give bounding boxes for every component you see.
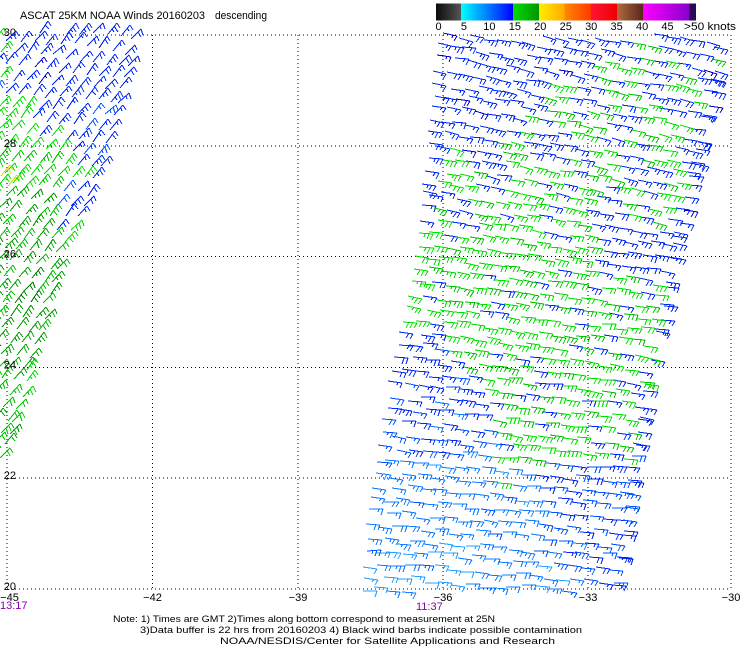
svg-text:NOAA/NESDIS/Center for Satelli: NOAA/NESDIS/Center for Satellite Applica…: [220, 636, 555, 646]
svg-text:45: 45: [661, 21, 673, 33]
svg-text:5: 5: [461, 21, 467, 33]
svg-text:−33: −33: [579, 592, 598, 604]
svg-text:20: 20: [4, 581, 16, 593]
svg-text:35: 35: [610, 21, 622, 33]
svg-text:22: 22: [4, 470, 16, 482]
svg-text:−36: −36: [434, 592, 453, 604]
svg-text:15: 15: [509, 21, 521, 33]
svg-text:11:37: 11:37: [416, 601, 443, 613]
svg-text:10: 10: [483, 21, 495, 33]
svg-text:−45: −45: [0, 592, 19, 604]
svg-text:13:17: 13:17: [0, 600, 28, 612]
svg-text:40: 40: [636, 21, 648, 33]
svg-text:Note: 1) Times are GMT 2)Times: Note: 1) Times are GMT 2)Times along bot…: [113, 614, 495, 624]
svg-text:−42: −42: [143, 592, 162, 604]
svg-text:0: 0: [435, 21, 441, 33]
svg-text:26: 26: [4, 249, 16, 261]
svg-text:28: 28: [4, 138, 16, 150]
svg-text:25: 25: [560, 21, 572, 33]
svg-text:3)Data buffer is 22 hrs from 2: 3)Data buffer is 22 hrs from 20160203 4)…: [140, 625, 582, 635]
svg-text:−39: −39: [289, 592, 308, 604]
svg-text:ASCAT 25KM NOAA Winds 20160203: ASCAT 25KM NOAA Winds 20160203: [20, 10, 205, 22]
svg-text:30: 30: [585, 21, 597, 33]
svg-text:>50 knots: >50 knots: [684, 21, 737, 33]
svg-text:20: 20: [534, 21, 546, 33]
svg-text:30: 30: [4, 27, 16, 39]
svg-text:−30: −30: [722, 592, 740, 604]
svg-text:descending: descending: [215, 10, 267, 22]
svg-text:24: 24: [4, 359, 16, 371]
